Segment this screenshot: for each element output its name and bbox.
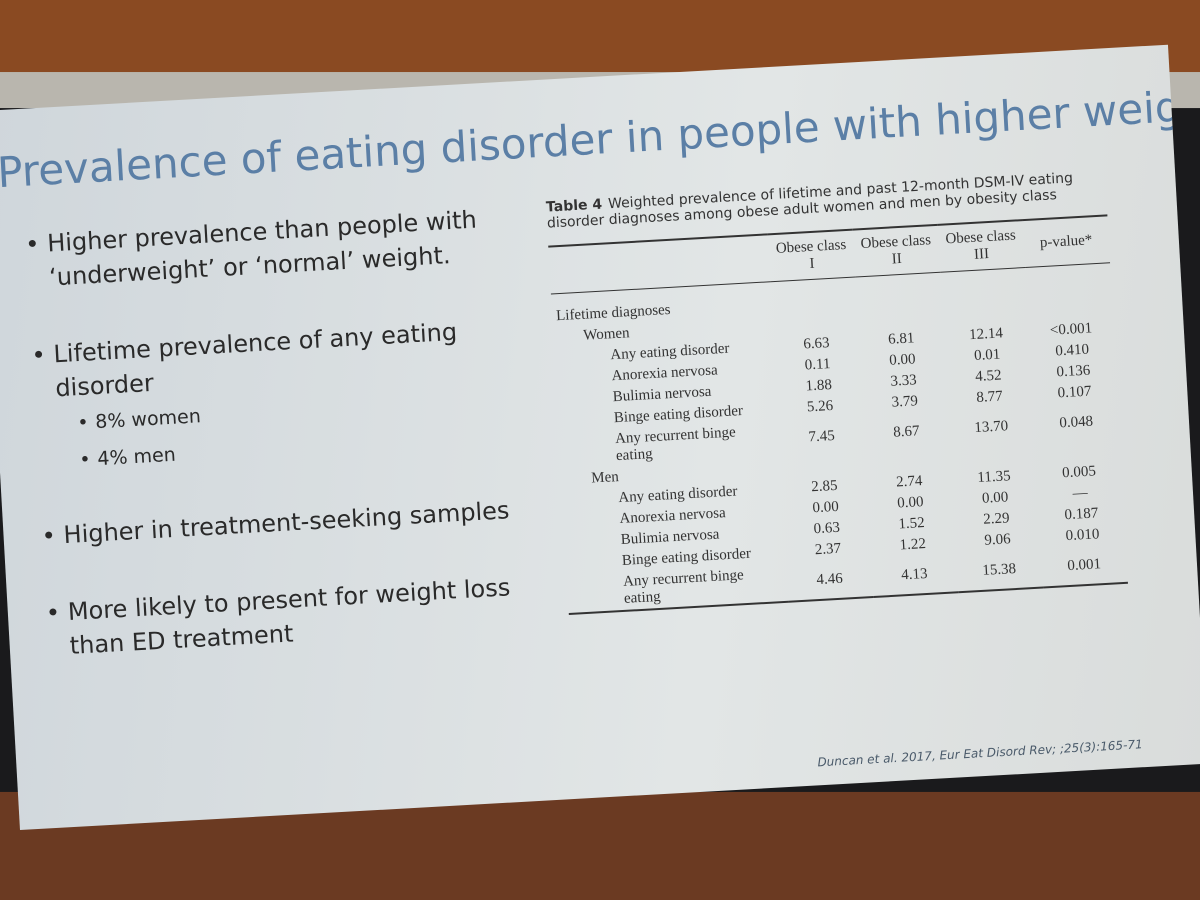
cell: 4.13	[870, 553, 958, 598]
column-header: p-value*	[1022, 215, 1111, 268]
cell: 13.70	[973, 417, 1009, 436]
cell: 0.001	[1040, 543, 1128, 588]
bullet: Higher in treatment-seeking samples	[41, 494, 512, 554]
table: Obese class I Obese class II Obese class I…	[548, 214, 1128, 615]
citation: Duncan et al. 2017, Eur Eat Disord Rev; …	[817, 737, 1144, 770]
table-body: Lifetime diagnoses Women Any eating disord…	[551, 263, 1128, 615]
cell: 4.46	[786, 558, 874, 602]
bullet-text: Lifetime prevalence of any eating disord…	[52, 318, 458, 403]
table-box: Table 4 Weighted prevalence of lifetime a…	[546, 168, 1128, 615]
cell: 0.048	[1058, 412, 1094, 431]
column-header: Obese class I	[767, 229, 856, 282]
bullet: More likely to present for weight loss t…	[45, 571, 518, 664]
bullet-text: Higher in treatment-seeking samples	[62, 495, 511, 549]
bullet-text: Higher prevalence than people with ‘unde…	[46, 205, 478, 292]
sub-list: 8% women4% men	[77, 387, 508, 474]
bullet-text: More likely to present for weight loss t…	[67, 573, 511, 660]
cell: 15.38	[955, 548, 1043, 593]
column-header: Obese class III	[937, 220, 1025, 273]
column-header: Obese class II	[852, 224, 941, 278]
bullet: Lifetime prevalence of any eating disord…	[31, 314, 508, 476]
cell: 7.45	[808, 427, 836, 445]
slide: Prevalence of eating disorder in people …	[0, 44, 1200, 830]
cell: 8.67	[892, 422, 920, 441]
bullet-list: Higher prevalence than people with ‘unde…	[24, 203, 520, 709]
bullet: Higher prevalence than people with ‘unde…	[24, 203, 497, 296]
